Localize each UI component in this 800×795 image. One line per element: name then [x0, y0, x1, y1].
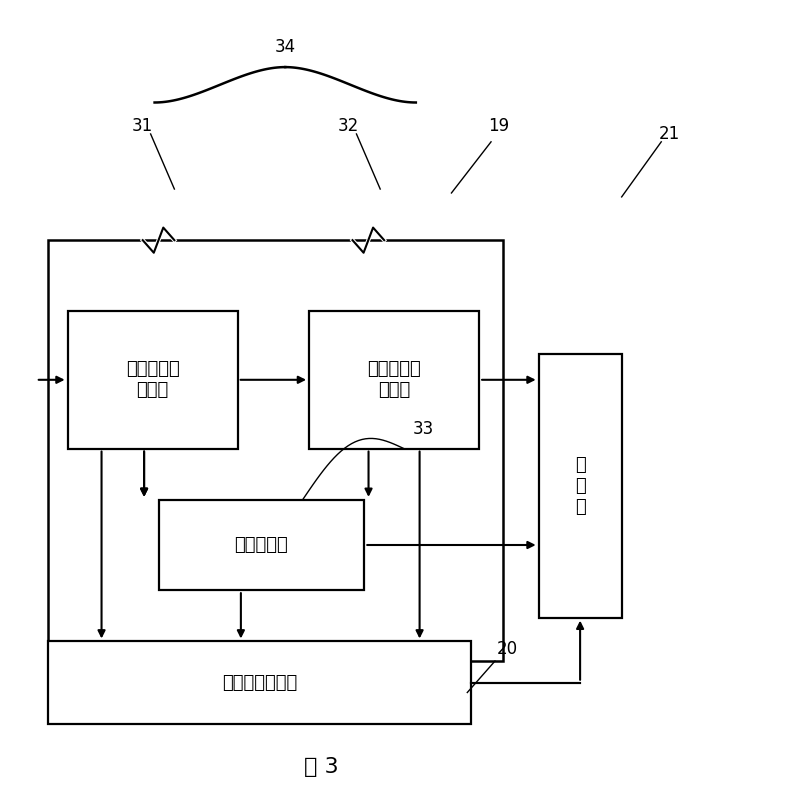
- Text: 20: 20: [496, 640, 518, 658]
- Text: 性状测定值
运算部: 性状测定值 运算部: [367, 360, 421, 399]
- Text: 33: 33: [413, 420, 434, 438]
- Bar: [538, 355, 622, 618]
- Text: 运算数据存储部: 运算数据存储部: [222, 673, 297, 692]
- Bar: [48, 642, 471, 724]
- Bar: [309, 311, 479, 448]
- Text: 差异运算部: 差异运算部: [234, 536, 288, 554]
- Bar: [67, 311, 238, 448]
- Text: 34: 34: [274, 38, 296, 56]
- Text: 32: 32: [338, 117, 359, 135]
- Text: 图 3: 图 3: [303, 757, 338, 778]
- Text: 19: 19: [488, 117, 510, 135]
- Text: 21: 21: [658, 125, 680, 143]
- Bar: [158, 500, 364, 590]
- Text: 31: 31: [132, 117, 154, 135]
- Text: 形状测定值
运算部: 形状测定值 运算部: [126, 360, 179, 399]
- Text: 显
示
部: 显 示 部: [574, 456, 586, 516]
- Bar: [48, 240, 503, 661]
